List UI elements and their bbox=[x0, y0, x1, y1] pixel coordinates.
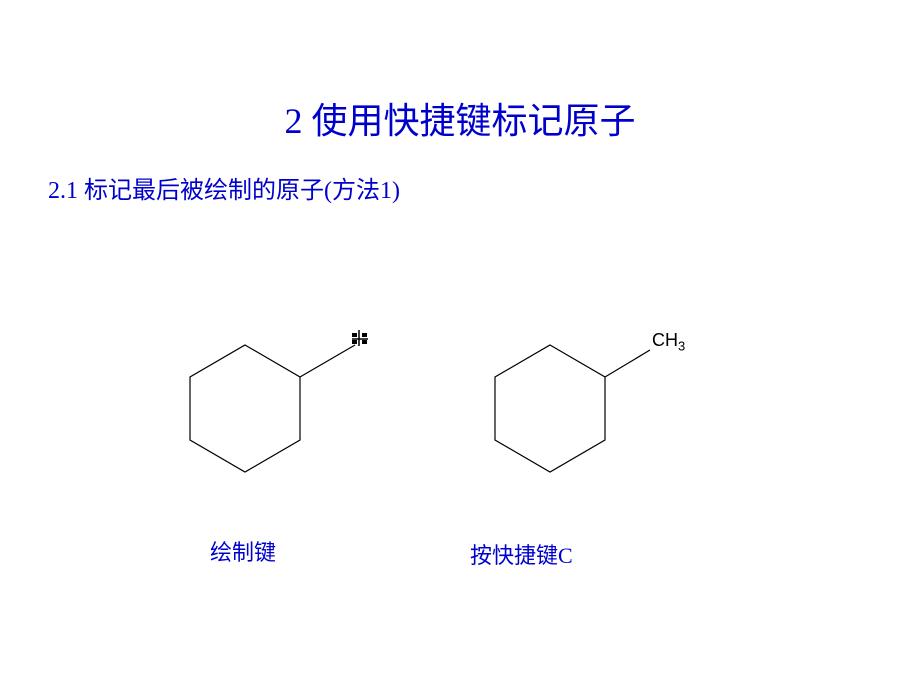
ch3-label: CH3 bbox=[652, 330, 685, 354]
structure-right: CH3 bbox=[450, 300, 710, 505]
hexagon-ring bbox=[495, 345, 605, 472]
ch3-main: CH bbox=[652, 330, 678, 350]
page-title: 2 使用快捷键标记原子 bbox=[0, 92, 920, 144]
bond-line bbox=[605, 350, 650, 377]
bond-line bbox=[300, 345, 355, 377]
section-subtitle: 2.1 标记最后被绘制的原子(方法1) bbox=[48, 170, 400, 205]
ch3-sub: 3 bbox=[678, 339, 685, 354]
caption-right: 按快捷键C bbox=[470, 538, 573, 570]
caption-left: 绘制键 bbox=[210, 535, 276, 567]
structure-left bbox=[145, 300, 405, 505]
hexagon-ring bbox=[190, 345, 300, 472]
cursor-marker-icon bbox=[352, 330, 370, 353]
